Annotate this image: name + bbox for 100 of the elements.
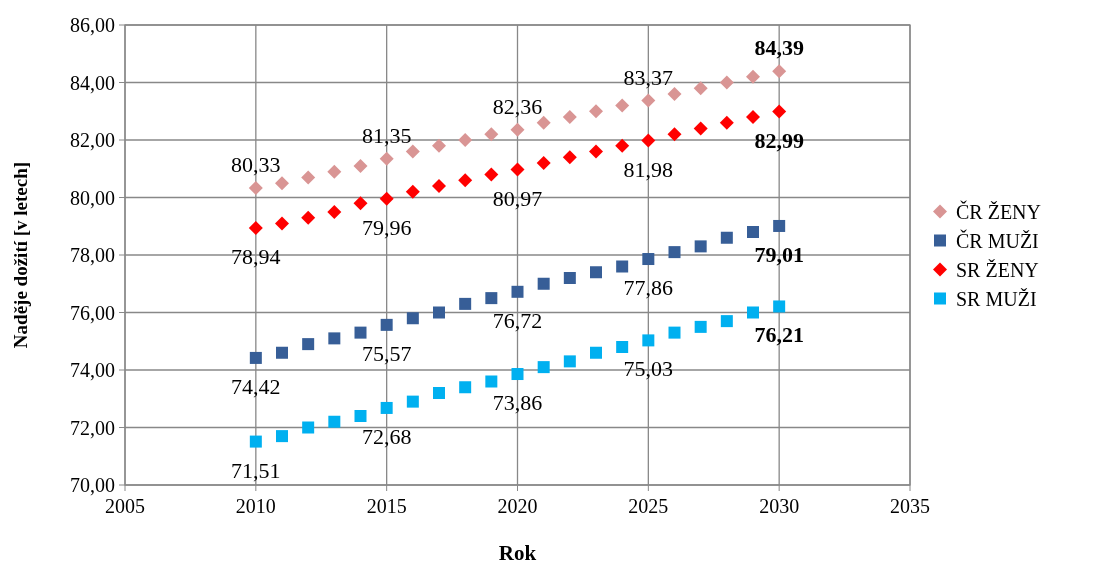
point bbox=[589, 104, 603, 119]
point bbox=[248, 220, 263, 235]
point bbox=[562, 110, 577, 124]
data-label: 81,35 bbox=[361, 122, 412, 148]
point bbox=[642, 253, 655, 266]
point bbox=[459, 381, 472, 394]
point bbox=[301, 210, 316, 225]
point bbox=[615, 138, 630, 153]
point bbox=[433, 306, 445, 319]
legend-label: SR ŽENY bbox=[956, 258, 1039, 281]
y-tick-label: 86,00 bbox=[70, 14, 115, 36]
point bbox=[353, 196, 368, 211]
point bbox=[380, 318, 393, 331]
data-label: 77,86 bbox=[623, 275, 674, 301]
point bbox=[537, 361, 550, 374]
point bbox=[747, 226, 759, 238]
y-tick-label: 76,00 bbox=[70, 301, 115, 324]
point bbox=[275, 216, 289, 231]
y-tick-label: 82,00 bbox=[70, 129, 115, 151]
x-tick-label: 2020 bbox=[497, 495, 538, 517]
data-label: 84,39 bbox=[754, 35, 804, 61]
x-tick-label: 2025 bbox=[628, 495, 669, 517]
point bbox=[720, 315, 733, 328]
point bbox=[433, 387, 445, 399]
data-label: 72,68 bbox=[361, 423, 412, 449]
data-label: 80,97 bbox=[492, 185, 543, 211]
point bbox=[432, 179, 446, 193]
point bbox=[379, 151, 394, 166]
y-tick-label: 80,00 bbox=[70, 186, 115, 209]
point bbox=[302, 338, 315, 351]
point bbox=[720, 231, 733, 244]
data-label: 75,57 bbox=[361, 340, 412, 366]
point bbox=[459, 297, 472, 310]
x-tick-label: 2015 bbox=[366, 495, 407, 517]
point bbox=[536, 156, 551, 170]
point bbox=[773, 300, 786, 313]
point bbox=[485, 375, 498, 388]
point bbox=[746, 69, 760, 84]
point bbox=[589, 144, 603, 159]
point bbox=[353, 158, 368, 173]
point bbox=[458, 133, 473, 147]
point bbox=[694, 320, 707, 333]
legend-label: SR MUŽI bbox=[956, 287, 1037, 310]
point bbox=[380, 401, 393, 414]
data-label: 74,42 bbox=[231, 373, 281, 399]
point bbox=[511, 285, 524, 298]
data-label: 83,37 bbox=[623, 64, 674, 90]
point bbox=[693, 121, 708, 136]
data-label: 82,99 bbox=[754, 127, 804, 153]
y-tick-label: 74,00 bbox=[70, 359, 115, 381]
point bbox=[405, 184, 420, 199]
point bbox=[590, 346, 602, 359]
data-label: 78,94 bbox=[231, 243, 281, 269]
data-label: 81,98 bbox=[623, 156, 674, 182]
point bbox=[719, 75, 734, 90]
point bbox=[510, 122, 525, 137]
point bbox=[327, 164, 342, 179]
point bbox=[615, 98, 630, 113]
point bbox=[719, 115, 734, 130]
point bbox=[667, 87, 682, 101]
data-label: 73,86 bbox=[492, 390, 543, 416]
point bbox=[276, 430, 288, 443]
x-tick-label: 2030 bbox=[759, 495, 800, 517]
legend-label: ČR MUŽI bbox=[956, 228, 1039, 252]
x-tick-label: 2005 bbox=[105, 495, 145, 517]
point bbox=[747, 306, 759, 319]
point bbox=[642, 334, 655, 347]
point bbox=[405, 144, 420, 159]
point bbox=[484, 167, 499, 182]
y-axis-title: Naděje dožití [v letech] bbox=[10, 161, 31, 349]
data-label: 79,01 bbox=[754, 241, 804, 267]
point bbox=[249, 435, 262, 448]
legend-label: ČR ŽENY bbox=[956, 199, 1041, 223]
point bbox=[746, 110, 760, 124]
point bbox=[641, 133, 656, 148]
point bbox=[537, 277, 550, 290]
point bbox=[432, 138, 446, 153]
x-tick-label: 2035 bbox=[890, 495, 930, 517]
point bbox=[563, 272, 576, 284]
point bbox=[773, 219, 786, 232]
data-label: 80,33 bbox=[231, 152, 281, 178]
x-axis-title: Rok bbox=[498, 541, 537, 565]
data-label: 76,72 bbox=[492, 307, 543, 333]
x-tick-label: 2010 bbox=[235, 495, 276, 517]
data-label: 71,51 bbox=[231, 457, 281, 483]
point bbox=[275, 176, 289, 191]
point bbox=[484, 127, 499, 142]
point bbox=[379, 191, 394, 206]
point bbox=[327, 204, 342, 219]
point bbox=[328, 332, 341, 345]
point bbox=[772, 104, 787, 119]
point bbox=[301, 170, 316, 185]
point bbox=[693, 81, 708, 96]
point bbox=[562, 150, 577, 165]
point bbox=[406, 312, 419, 325]
point bbox=[667, 127, 682, 142]
point bbox=[563, 355, 576, 368]
point bbox=[590, 266, 602, 279]
point bbox=[668, 326, 681, 339]
point bbox=[328, 415, 341, 428]
